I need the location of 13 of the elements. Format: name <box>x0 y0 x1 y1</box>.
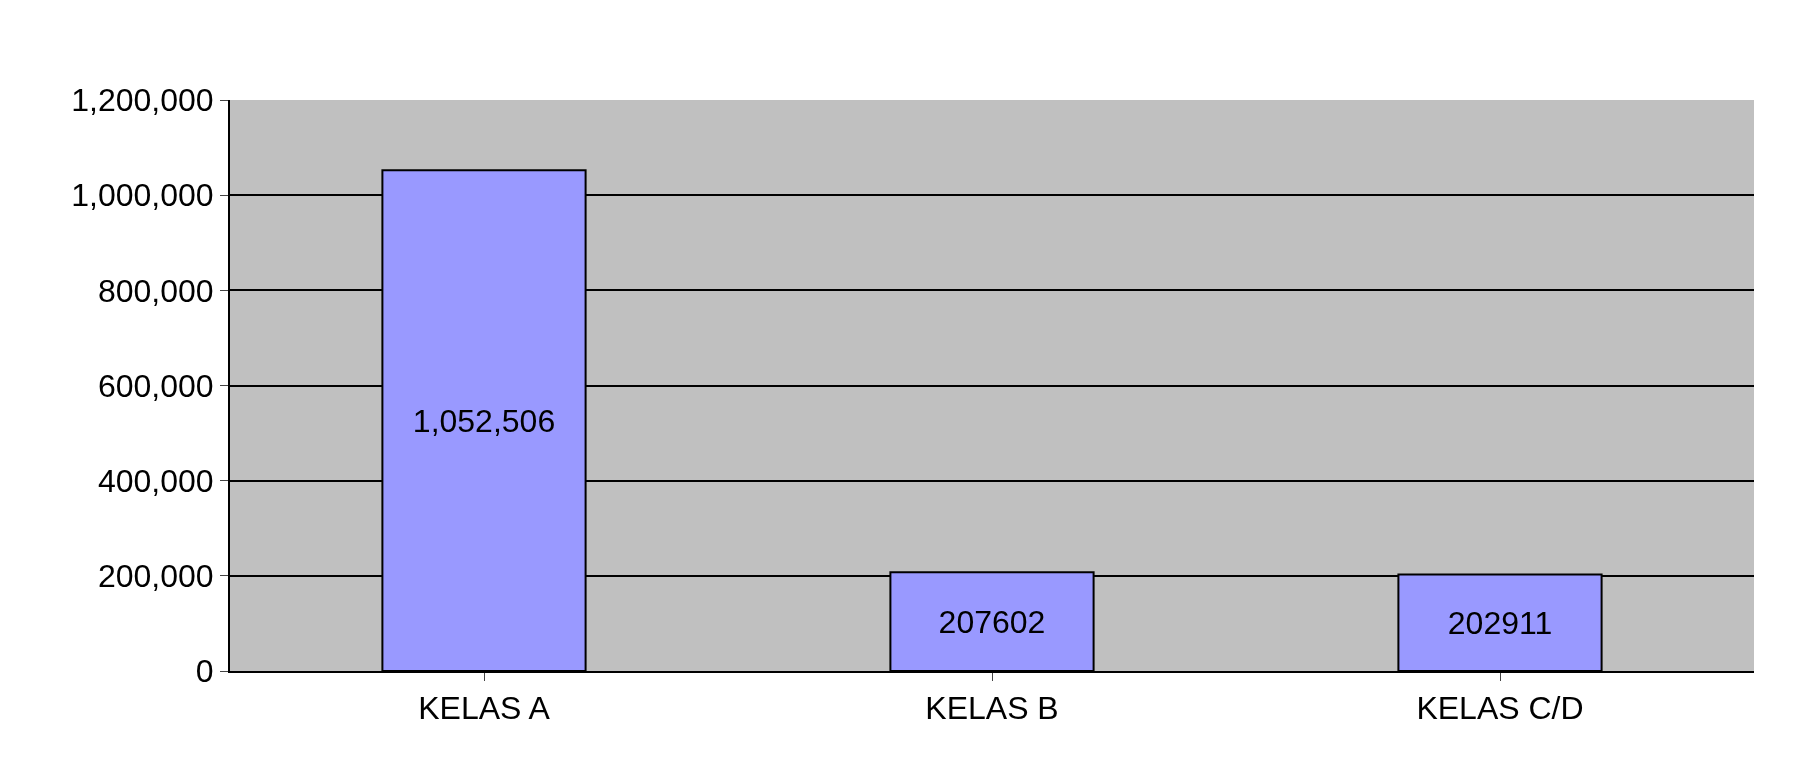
y-tick-label: 200,000 <box>97 558 214 595</box>
y-tick-label: 400,000 <box>97 462 214 499</box>
data-label: 202911 <box>1447 604 1553 641</box>
y-tick-label: 0 <box>195 653 214 690</box>
data-label: 1,052,506 <box>412 402 556 439</box>
y-tick-label: 1,200,000 <box>71 82 214 119</box>
x-tick-label: KELAS A <box>418 690 551 727</box>
y-tick-label: 600,000 <box>97 367 214 404</box>
x-tick-label: KELAS C/D <box>1416 690 1584 727</box>
y-tick-label: 800,000 <box>97 272 214 309</box>
x-tick-label: KELAS B <box>925 690 1059 727</box>
data-label: 207602 <box>938 603 1046 640</box>
y-tick-label: 1,000,000 <box>71 177 214 214</box>
